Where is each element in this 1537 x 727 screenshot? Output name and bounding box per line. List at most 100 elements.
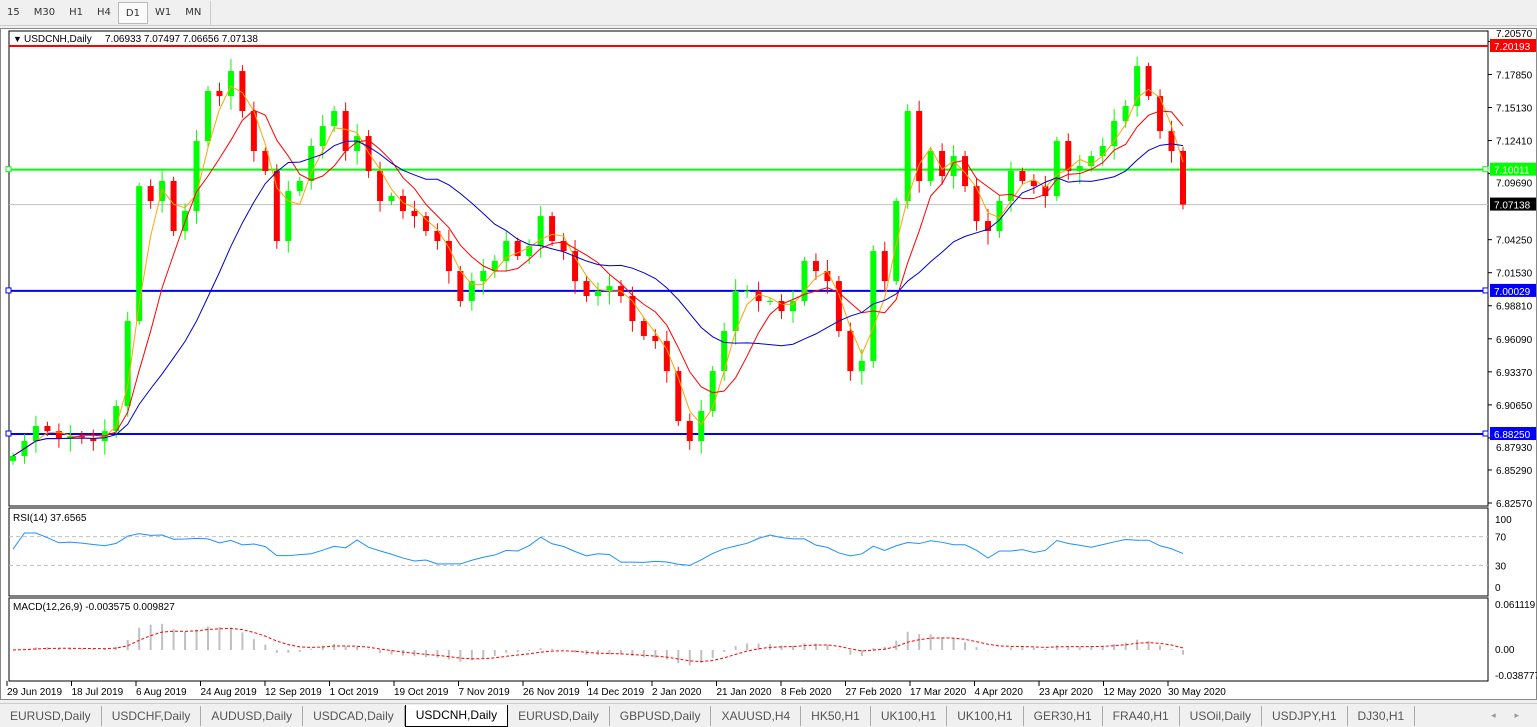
candle	[296, 176, 303, 196]
candle-body	[147, 186, 154, 202]
price-tick-label: 7.12410	[1496, 137, 1533, 148]
chart-tab[interactable]: FRA40,H1	[1103, 705, 1180, 726]
timeframe-mn[interactable]: MN	[185, 6, 202, 18]
price-tick-label: 6.82570	[1496, 499, 1533, 510]
candle	[881, 241, 888, 292]
candle-body	[1076, 166, 1083, 172]
candle-body	[755, 291, 762, 302]
level-handle[interactable]	[1482, 430, 1489, 437]
candle-body	[640, 321, 647, 336]
candle-body	[870, 251, 877, 362]
level-price-label: 6.88250	[1494, 430, 1531, 441]
candle	[1180, 146, 1186, 210]
candle	[491, 255, 498, 278]
chart-tab[interactable]: EURUSD,Daily	[508, 705, 610, 726]
candle-body	[847, 331, 854, 372]
tab-scroll-arrows[interactable]: ◂ ▸	[1491, 710, 1527, 721]
level-handle[interactable]	[5, 430, 12, 437]
candle	[698, 400, 705, 454]
timeframe-m30[interactable]: M30	[33, 6, 56, 18]
level-price-label: 7.10011	[1494, 166, 1530, 177]
candle	[927, 146, 934, 186]
price-tick-label: 6.96090	[1496, 335, 1533, 346]
candle-body	[377, 171, 384, 202]
candle-body	[732, 291, 739, 332]
candle-body	[721, 331, 728, 372]
date-label: 30 May 2020	[1168, 687, 1226, 698]
candle-body	[835, 281, 842, 332]
candle	[147, 179, 154, 209]
candle-body	[514, 240, 521, 257]
candle-body	[801, 261, 808, 302]
macd-signal-line	[12, 627, 1184, 663]
timeframe-d1[interactable]: D1	[117, 1, 148, 24]
chart-window[interactable]: 7.20570 7.17850 7.15130 7.12410 7.09690 7.042…	[0, 28, 1537, 700]
candle-body	[652, 335, 659, 342]
level-handle[interactable]	[5, 166, 12, 173]
timeframe-h4[interactable]: H4	[96, 6, 111, 18]
candle-body	[1099, 146, 1106, 157]
chart-tab[interactable]: DJ30,H1	[1348, 705, 1416, 726]
candle	[996, 195, 1003, 238]
candle-body	[296, 180, 303, 192]
level-handle[interactable]	[1482, 287, 1489, 294]
chart-tab[interactable]: UK100,H1	[871, 705, 948, 726]
candle	[916, 100, 923, 193]
chart-canvas[interactable]: 7.20570 7.17850 7.15130 7.12410 7.09690 7.042…	[1, 29, 1537, 701]
chart-tab[interactable]: HK50,H1	[801, 705, 871, 726]
candle-body	[1122, 106, 1129, 121]
chart-tab[interactable]: GER30,H1	[1024, 705, 1103, 726]
candle	[835, 275, 842, 337]
chart-tab[interactable]: GBPUSD,Daily	[610, 705, 712, 726]
candle-body	[170, 180, 177, 232]
candle-body	[606, 286, 613, 292]
candle	[985, 209, 991, 245]
timeframe-w1[interactable]: W1	[154, 6, 172, 18]
candle	[434, 223, 441, 250]
candle	[239, 65, 246, 118]
candle	[686, 413, 693, 450]
chart-tab[interactable]: USDJPY,H1	[1262, 705, 1348, 726]
candle	[812, 253, 819, 280]
candle-body	[205, 90, 211, 142]
chart-tab[interactable]: UK100,H1	[947, 705, 1024, 726]
candle-body	[55, 431, 62, 439]
chart-tabs-bar: EURUSD,Daily USDCHF,Daily AUDUSD,Daily USDC…	[0, 703, 1537, 727]
candle	[457, 265, 464, 307]
date-label: 12 May 2020	[1104, 687, 1162, 698]
candle	[1168, 120, 1175, 163]
candle-body	[858, 361, 865, 372]
candle-body	[549, 216, 556, 241]
level-handle[interactable]	[5, 287, 12, 294]
date-label: 18 Jul 2019	[72, 687, 124, 698]
candle	[950, 145, 957, 189]
chart-symbol-title: USDCNH,Daily	[24, 34, 92, 45]
chart-tab[interactable]: USDCAD,Daily	[303, 705, 405, 726]
timeframe-15[interactable]: 15	[7, 6, 20, 18]
chart-tab[interactable]: USOil,Daily	[1180, 705, 1263, 726]
candle-body	[273, 171, 280, 241]
level-handle[interactable]	[1482, 166, 1489, 173]
candle-body	[78, 436, 85, 439]
chart-tab[interactable]: USDCHF,Daily	[102, 705, 202, 726]
candle	[1007, 161, 1014, 212]
candle-body	[262, 150, 269, 172]
date-label: 19 Oct 2019	[394, 687, 449, 698]
chart-tab[interactable]: USDCNH,Daily	[404, 704, 509, 727]
timeframe-h1[interactable]: H1	[69, 6, 83, 18]
chart-tab[interactable]: XAUUSD,H4	[711, 705, 802, 726]
candle-body	[1019, 171, 1026, 181]
timeframe-toolbar: 15 M30 H1 H4 D1 W1 MN	[0, 0, 1537, 26]
chart-tab[interactable]: AUDUSD,Daily	[201, 705, 304, 726]
price-tick-label: 7.04250	[1496, 236, 1533, 247]
candle-body	[893, 201, 900, 282]
candle	[847, 322, 854, 381]
ohlc-readout: 7.06933 7.07497 7.06656 7.07138	[105, 34, 258, 45]
chart-tab[interactable]: EURUSD,Daily	[0, 705, 102, 726]
rsi-axis-label: 30	[1495, 561, 1507, 572]
level-price-tag	[1490, 39, 1536, 52]
candle	[1088, 150, 1095, 172]
date-label: 21 Jan 2020	[717, 687, 772, 698]
candle-body	[331, 111, 338, 127]
candle-body	[445, 240, 452, 271]
